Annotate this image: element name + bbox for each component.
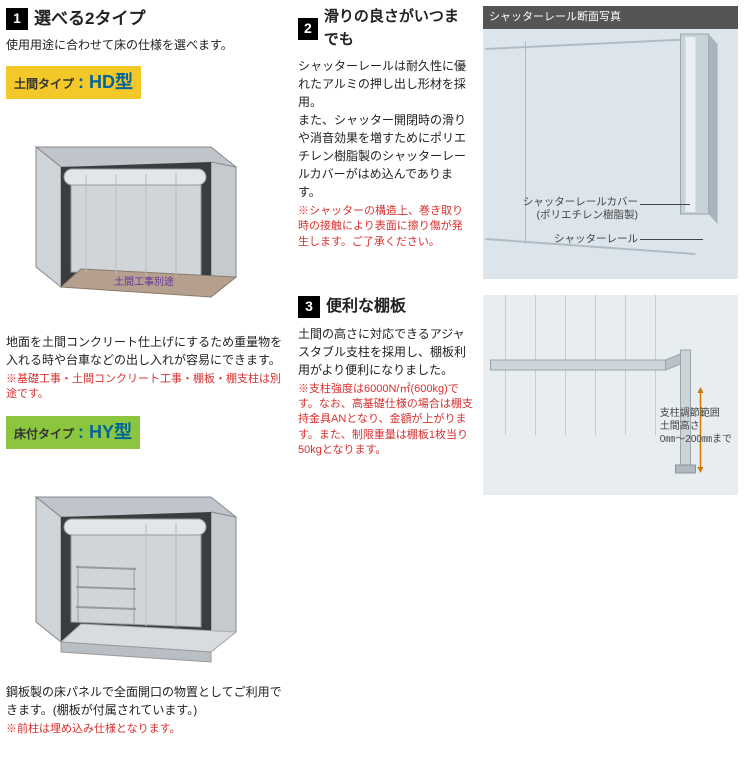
section-1-subtitle: 使用用途に合わせて床の仕様を選べます。 (6, 36, 286, 54)
type-hd-code: : HD型 (78, 69, 133, 96)
section-3: 3 便利な棚板 土間の高さに対応できるアジャスタブル支柱を採用し、棚板利用がより… (298, 295, 738, 495)
section-3-note: ※支柱強度は6000N/㎡(600kg)です。なお、高基礎仕様の場合は棚支持金具… (298, 382, 473, 459)
section-3-title: 便利な棚板 (326, 295, 406, 319)
section-number-3: 3 (298, 296, 320, 318)
section-2-header: 2 滑りの良さがいつまでも (298, 6, 473, 51)
section-2-note: ※シャッターの構造上、巻き取り時の接触により表面に擦り傷が発生します。ご了承くだ… (298, 204, 473, 250)
type-badge-hy: 床付タイプ : HY型 (6, 416, 140, 449)
shed-illustration-hy (6, 457, 266, 677)
hy-caption: 鋼板製の床パネルで全面開口の物置としてご利用できます。(棚板が付属されています。… (6, 683, 286, 719)
type-hy-label: 床付タイプ (14, 425, 74, 443)
section-2-body: シャッターレールは耐久性に優れたアルミの押し出し形材を採用。 また、シャッター開… (298, 57, 473, 201)
section-1-header: 1 選べる2タイプ (6, 6, 286, 32)
section-1: 1 選べる2タイプ 使用用途に合わせて床の仕様を選べます。 土間タイプ : HD… (6, 6, 286, 738)
rail-photo-block: シャッターレール断面写真 シャッターレールカバー (ポリエチレ (483, 6, 738, 279)
section-number-2: 2 (298, 18, 318, 40)
section-2: 2 滑りの良さがいつまでも シャッターレールは耐久性に優れたアルミの押し出し形材… (298, 6, 738, 279)
rail-label-cover: シャッターレールカバー (ポリエチレン樹脂製) (523, 196, 638, 223)
rail-photo-title: シャッターレール断面写真 (483, 6, 738, 29)
type-hd-label: 土間タイプ (14, 75, 74, 93)
shelf-range-label: 支柱調節範囲 土間高さ 0㎜～200㎜まで (660, 407, 732, 446)
hd-note: ※基礎工事・土間コンクリート工事・棚板・棚支柱は別途です。 (6, 372, 286, 403)
type-badge-hd: 土間タイプ : HD型 (6, 66, 141, 99)
hd-caption: 地面を土間コンクリート仕上げにするため重量物を入れる時や台車などの出し入れが容易… (6, 333, 286, 369)
section-3-body: 土間の高さに対応できるアジャスタブル支柱を採用し、棚板利用がより便利になりました… (298, 325, 473, 379)
rail-label-rail: シャッターレール (554, 233, 638, 247)
type-hy-code: : HY型 (78, 419, 132, 446)
shed-illustration-hd: 土間工事別途 (6, 107, 266, 327)
section-2-title: 滑りの良さがいつまでも (324, 6, 473, 51)
hd-floor-label: 土間工事別途 (114, 275, 174, 288)
section-1-title: 選べる2タイプ (34, 6, 145, 32)
section-3-header: 3 便利な棚板 (298, 295, 473, 319)
rail-photo: シャッターレールカバー (ポリエチレン樹脂製) シャッターレール (483, 29, 738, 279)
section-number-1: 1 (6, 8, 28, 30)
shelf-photo-block: 支柱調節範囲 土間高さ 0㎜～200㎜まで (483, 295, 738, 495)
shelf-photo: 支柱調節範囲 土間高さ 0㎜～200㎜まで (483, 295, 738, 495)
hy-note: ※前柱は埋め込み仕様となります。 (6, 722, 286, 737)
